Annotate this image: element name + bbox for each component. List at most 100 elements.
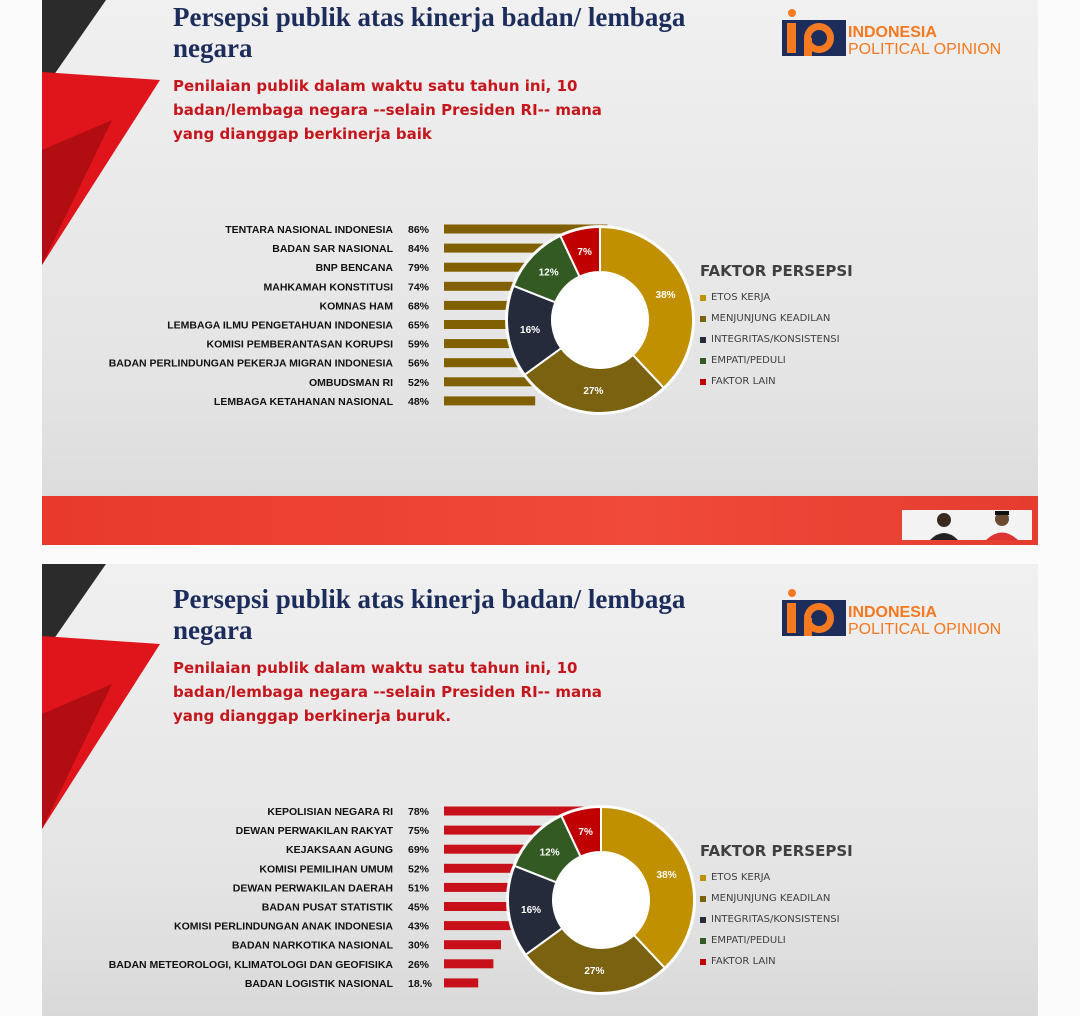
legend-item: ETOS KERJA [700, 872, 853, 893]
bar-category-label: KOMNAS HAM [320, 300, 394, 312]
legend-swatch [700, 295, 706, 301]
donut-hole [554, 853, 648, 947]
page-title: Persepsi publik atas kinerja badan/ lemb… [173, 584, 686, 645]
bar-category-label: TENTARA NASIONAL INDONESIA [225, 224, 393, 236]
bar-category-label: KOMISI PERLINDUNGAN ANAK INDONESIA [174, 921, 393, 933]
legend-label: INTEGRITAS/KONSISTENSI [711, 914, 840, 925]
donut-slice-label: 12% [540, 848, 560, 859]
ipo-logo: INDONESIA POLITICAL OPINION [782, 8, 1012, 60]
ipo-logo-icon [782, 9, 846, 56]
bar-category-label: BADAN PERLINDUNGAN PEKERJA MIGRAN INDONE… [109, 358, 394, 370]
bar-value-label: 79% [408, 262, 430, 274]
legend-swatch [700, 316, 706, 322]
bar-value-label: 26% [408, 959, 430, 971]
bar-category-label: BADAN LOGISTIK NASIONAL [245, 978, 394, 990]
bar [444, 806, 593, 816]
bar-category-label: BNP BENCANA [316, 262, 394, 274]
legend-title: FAKTOR PERSEPSI [700, 842, 853, 860]
bar-category-label: LEMBAGA KETAHANAN NASIONAL [214, 396, 394, 408]
legend-faktor-persepsi: FAKTOR PERSEPSI ETOS KERJA MENJUNJUNG KE… [700, 262, 853, 397]
legend-item: ETOS KERJA [700, 292, 853, 313]
bar [444, 262, 595, 272]
chart-bad-institutions: KEPOLISIAN NEGARA RI 78% DEWAN PERWAKILAN … [109, 805, 696, 995]
bar-category-label: LEMBAGA ILMU PENGETAHUAN INDONESIA [167, 320, 393, 332]
bar [444, 358, 551, 368]
legend-swatch [700, 917, 706, 923]
donut-slice-label: 16% [521, 905, 541, 916]
legend-swatch [700, 358, 706, 364]
bar [444, 844, 576, 854]
donut-slice [599, 225, 694, 390]
donut-slice-label: 7% [578, 827, 593, 838]
bar-category-label: BADAN PUSAT STATISTIK [262, 902, 394, 914]
bar-value-label: 84% [408, 243, 430, 255]
bar [444, 940, 501, 950]
legend-label: MENJUNJUNG KEADILAN [711, 313, 831, 324]
bar-category-label: BADAN METEOROLOGI, KLIMATOLOGI DAN GEOFI… [109, 959, 394, 971]
chart-good-institutions: TENTARA NASIONAL INDONESIA 86% BADAN SAR N… [109, 224, 695, 415]
legend-swatch [700, 875, 706, 881]
legend-swatch [700, 938, 706, 944]
bar-value-label: 68% [408, 300, 430, 312]
legend-swatch [700, 337, 706, 343]
legend-swatch [700, 959, 706, 965]
legend-title: FAKTOR PERSEPSI [700, 262, 853, 280]
bar-value-label: 52% [408, 377, 430, 389]
donut-slice-label: 12% [539, 268, 559, 279]
donut-hole [553, 273, 647, 367]
legend-label: FAKTOR LAIN [711, 956, 776, 967]
donut-slice-label: 38% [657, 870, 677, 881]
legend-item: FAKTOR LAIN [700, 376, 853, 397]
bar [444, 921, 526, 931]
legend-label: EMPATI/PEDULI [711, 935, 786, 946]
page-subtitle: Penilaian publik dalam waktu satu tahun … [173, 77, 602, 143]
legend-swatch [700, 379, 706, 385]
legend-swatch [700, 896, 706, 902]
legend-item: MENJUNJUNG KEADILAN [700, 893, 853, 914]
donut-slice-label: 27% [583, 386, 603, 397]
bar [444, 377, 543, 387]
bar-value-label: 56% [408, 358, 430, 370]
slide-bad-performance: Persepsi publik atas kinerja badan/ lemb… [42, 564, 1038, 1016]
bar [444, 224, 608, 234]
legend-item: INTEGRITAS/KONSISTENSI [700, 334, 853, 355]
bar-value-label: 59% [408, 339, 430, 351]
bar-value-label: 74% [408, 281, 430, 293]
slide-good-performance: Persepsi publik atas kinerja badan/ lemb… [42, 0, 1038, 545]
bar [444, 339, 557, 349]
bar [444, 243, 604, 253]
bar-value-label: 75% [408, 825, 430, 837]
bar [444, 882, 541, 892]
bar-category-label: BADAN SAR NASIONAL [272, 243, 393, 255]
logo-line-1: INDONESIA [848, 604, 937, 621]
bar-category-label: MAHKAMAH KONSTITUSI [264, 281, 394, 293]
bar-value-label: 45% [408, 902, 430, 914]
legend-label: ETOS KERJA [711, 872, 771, 883]
legend-item: EMPATI/PEDULI [700, 355, 853, 376]
legend-label: MENJUNJUNG KEADILAN [711, 893, 831, 904]
bar-category-label: KEJAKSAAN AGUNG [286, 844, 393, 856]
ipo-logo-icon [782, 589, 846, 636]
bar-value-label: 48% [408, 396, 430, 408]
donut-slice [600, 805, 695, 970]
legend-item: INTEGRITAS/KONSISTENSI [700, 914, 853, 935]
donut-slice-label: 7% [577, 247, 592, 258]
donut-slice [560, 805, 602, 858]
bar [444, 825, 587, 835]
bar [444, 396, 536, 406]
page-title: Persepsi publik atas kinerja badan/ lemb… [173, 2, 686, 63]
logo-line-2: POLITICAL OPINION [848, 41, 1002, 58]
footer-band [42, 496, 1038, 545]
legend-item: FAKTOR LAIN [700, 956, 853, 977]
bar-value-label: 30% [408, 940, 430, 952]
bar-category-label: DEWAN PERWAKILAN RAKYAT [236, 825, 394, 837]
bar-value-label: 43% [408, 921, 430, 933]
bar [444, 978, 479, 988]
bar-value-label: 51% [408, 882, 430, 894]
legend-label: FAKTOR LAIN [711, 376, 776, 387]
bar-value-label: 65% [408, 320, 430, 332]
legend-item: EMPATI/PEDULI [700, 935, 853, 956]
bar-category-label: KEPOLISIAN NEGARA RI [267, 806, 393, 818]
background-decoration [42, 564, 160, 829]
page-subtitle: Penilaian publik dalam waktu satu tahun … [173, 659, 602, 725]
